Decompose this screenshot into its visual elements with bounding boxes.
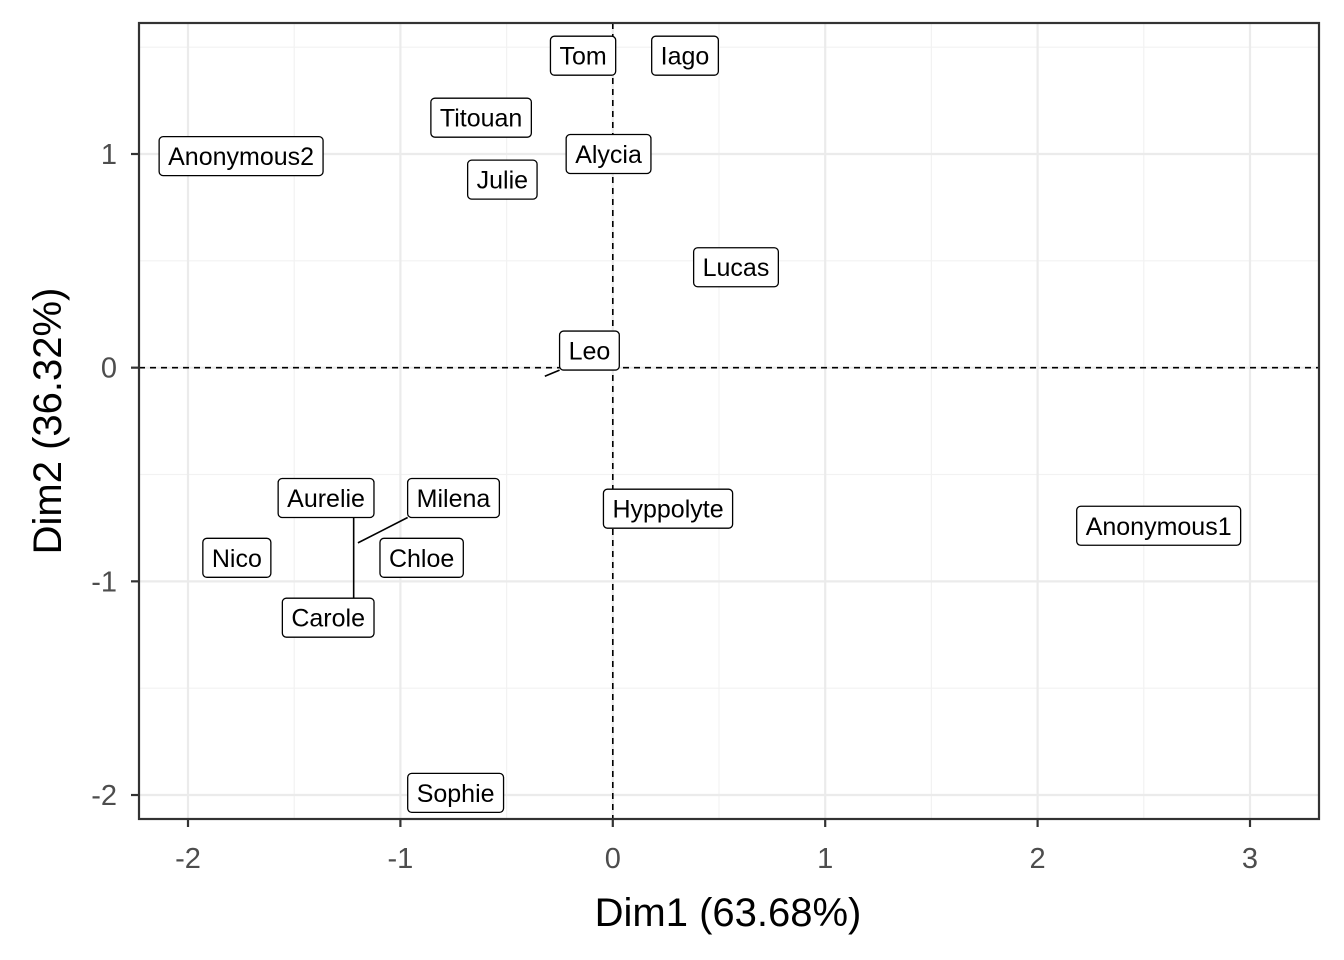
point-label: Anonymous2	[158, 135, 324, 177]
point-label: Milena	[406, 477, 501, 519]
point-label: Nico	[202, 537, 272, 578]
point-label: Julie	[466, 159, 538, 200]
point-label: Chloe	[379, 537, 464, 578]
x-tick-label: -2	[175, 843, 201, 875]
point-label-box	[602, 488, 734, 529]
x-tick-label: 1	[817, 843, 833, 875]
point-label: Leo	[558, 330, 620, 371]
axes: -2 -1 0 1 2 3 -2 -1 0 1	[91, 139, 1258, 875]
point-label-box	[430, 97, 532, 138]
point-label-text: Lucas	[703, 254, 770, 282]
point-label: Carole	[281, 597, 375, 638]
point-label-box	[407, 772, 505, 814]
point-label-text: Leo	[569, 338, 611, 366]
point-label: Lucas	[692, 247, 780, 288]
point-label-text: Julie	[477, 167, 528, 195]
point-label-text: Tom	[559, 43, 606, 71]
y-tick-label: -2	[91, 780, 117, 812]
label-connector-segments	[352, 369, 560, 599]
x-tick-label: 0	[605, 843, 621, 875]
x-tick-label: 2	[1030, 843, 1046, 875]
point-label-text: Chloe	[389, 545, 454, 573]
point-label-text: Carole	[291, 605, 365, 633]
point-label-box	[651, 35, 720, 76]
point-label-box	[692, 247, 780, 288]
point-label-box	[1076, 505, 1242, 546]
point-label: Hyppolyte	[602, 488, 734, 529]
point-label-text: Milena	[417, 485, 491, 513]
point-label: Alycia	[565, 133, 652, 175]
point-label: Anonymous1	[1076, 505, 1242, 546]
label-connector	[357, 516, 408, 544]
point-label-text: Aurelie	[287, 485, 365, 513]
point-label-box	[549, 35, 617, 76]
point-label-text: Anonymous2	[168, 143, 314, 171]
point-label: Tom	[549, 35, 617, 76]
point-label-text: Alycia	[575, 141, 642, 169]
label-connector	[544, 369, 560, 377]
point-label-text: Nico	[212, 545, 262, 573]
point-label-box	[466, 159, 538, 200]
y-tick-label: -1	[91, 566, 117, 598]
x-tick-label: 3	[1242, 843, 1258, 875]
point-label-text: Iago	[661, 43, 710, 71]
y-tick-label: 1	[101, 139, 117, 171]
point-label: Titouan	[430, 97, 532, 138]
y-axis-title: Dim2 (36.32%)	[26, 288, 70, 555]
point-label-box	[158, 135, 324, 177]
point-label-text: Titouan	[440, 105, 522, 133]
plot-panel-background	[139, 23, 1319, 819]
point-label-box	[281, 597, 375, 638]
point-label: Sophie	[407, 772, 505, 814]
point-label-text: Hyppolyte	[612, 496, 723, 524]
point-label-box	[558, 330, 620, 371]
x-axis-title: Dim1 (63.68%)	[595, 891, 862, 935]
x-tick-label: -1	[388, 843, 414, 875]
y-tick-label: 0	[101, 353, 117, 385]
point-label-box	[406, 477, 501, 519]
point-labels: Tom Iago Titouan Anonymous2 Alycia Julie Lucas…	[158, 35, 1242, 814]
plot-panel-border	[137, 21, 1321, 821]
point-label-box	[565, 133, 652, 175]
point-label-box	[379, 537, 464, 578]
point-label-box	[202, 537, 272, 578]
point-label: Iago	[651, 35, 720, 76]
point-label-box	[277, 477, 375, 519]
point-label-text: Sophie	[417, 780, 495, 808]
point-label: Aurelie	[277, 477, 375, 519]
point-label-text: Anonymous1	[1086, 513, 1232, 541]
